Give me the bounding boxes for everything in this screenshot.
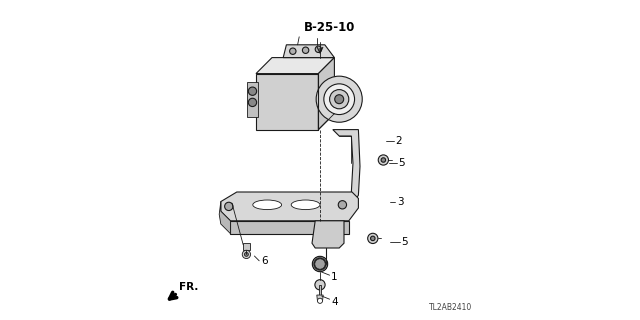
Text: TL2AB2410: TL2AB2410 [429, 303, 472, 312]
Text: B-25-10: B-25-10 [304, 20, 355, 34]
Circle shape [289, 48, 296, 54]
Polygon shape [317, 295, 323, 301]
Circle shape [225, 202, 233, 211]
Ellipse shape [291, 200, 320, 210]
Polygon shape [319, 58, 334, 130]
Circle shape [316, 76, 362, 122]
Polygon shape [283, 45, 334, 58]
Circle shape [330, 90, 349, 109]
Polygon shape [312, 221, 344, 248]
Circle shape [315, 280, 325, 290]
Text: FR.: FR. [179, 282, 198, 292]
Text: 1: 1 [332, 272, 338, 282]
Circle shape [244, 252, 248, 256]
Circle shape [248, 87, 257, 95]
Circle shape [335, 95, 344, 104]
Circle shape [315, 46, 321, 52]
Circle shape [378, 155, 388, 165]
Circle shape [317, 298, 323, 303]
Text: 5: 5 [398, 158, 405, 168]
Polygon shape [248, 82, 258, 117]
Polygon shape [221, 192, 358, 221]
Text: 5: 5 [402, 236, 408, 247]
Polygon shape [256, 74, 319, 130]
Text: 2: 2 [396, 136, 402, 146]
Bar [243, 243, 250, 250]
Circle shape [371, 236, 375, 241]
Text: 3: 3 [397, 196, 403, 207]
Circle shape [312, 256, 328, 272]
Bar [319, 285, 321, 296]
Text: 4: 4 [332, 297, 338, 308]
Polygon shape [333, 130, 360, 221]
Circle shape [381, 158, 385, 162]
Circle shape [338, 201, 347, 209]
Polygon shape [230, 221, 349, 234]
Ellipse shape [253, 200, 282, 210]
Circle shape [314, 258, 326, 270]
Text: 6: 6 [261, 256, 268, 266]
Circle shape [243, 250, 251, 259]
Polygon shape [219, 202, 230, 234]
Circle shape [303, 47, 309, 53]
Circle shape [324, 84, 355, 115]
Circle shape [367, 233, 378, 244]
Polygon shape [256, 58, 334, 74]
Circle shape [248, 98, 257, 107]
